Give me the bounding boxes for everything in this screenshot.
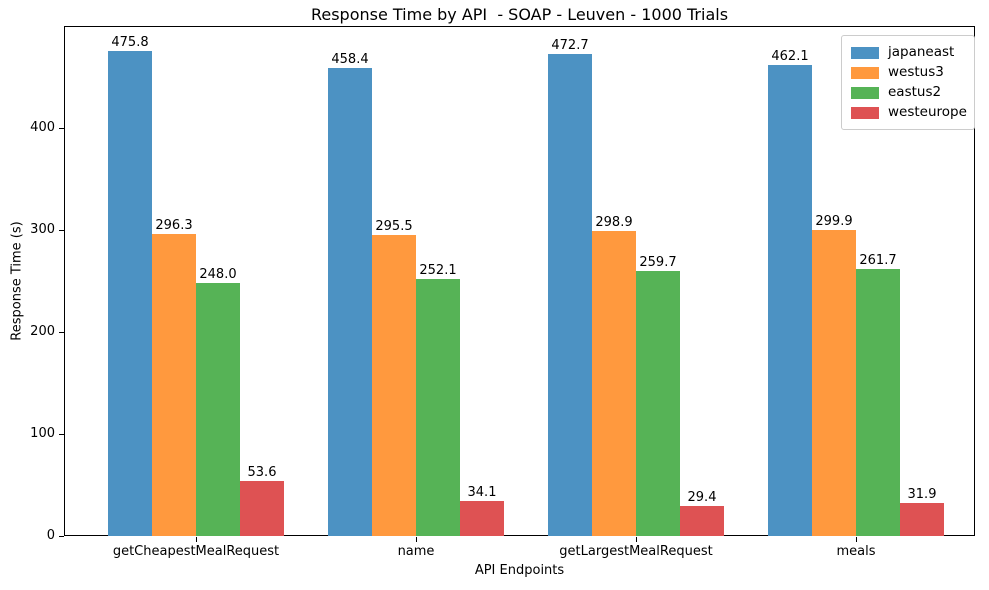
legend-swatch-icon [851,66,879,79]
bar-westus3 [372,234,416,536]
bar-westus3 [152,233,196,536]
bar-westus3 [812,230,856,536]
legend-label: japaneast [888,44,955,60]
legend-item-japaneast: japaneast [851,43,965,62]
y-tick-mark [59,433,64,435]
bar-value-label: 259.7 [639,255,677,271]
bar-value-label: 295.5 [375,218,413,234]
legend-item-westeurope: westeurope [851,103,967,122]
x-tick-mark [636,537,637,542]
bar-japaneast [768,64,812,536]
bar-japaneast [328,68,372,536]
bar-value-label: 472.7 [551,37,589,53]
bar-value-label: 53.6 [247,465,277,481]
legend: japaneast westus3 eastus2 westeurope [841,35,975,130]
bar-value-label: 34.1 [467,485,497,501]
bar-westeurope [240,481,284,536]
legend-item-eastus2: eastus2 [851,83,965,102]
x-tick-label: getLargestMealRequest [559,544,713,559]
bar-value-label: 475.8 [111,34,149,50]
y-tick-mark [59,127,64,129]
bar-value-label: 462.1 [771,48,809,64]
bar-value-label: 299.9 [815,214,853,230]
x-tick-mark [416,537,417,542]
y-tick-label: 300 [30,222,55,237]
legend-swatch-icon [851,106,879,119]
x-tick-mark [196,537,197,542]
y-tick-mark [59,229,64,231]
legend-label: eastus2 [888,84,942,100]
bar-eastus2 [416,278,460,536]
y-tick-label: 0 [46,528,55,543]
bar-value-label: 296.3 [155,217,193,233]
chart-title: Response Time by API - SOAP - Leuven - 1… [310,5,729,24]
bar-value-label: 29.4 [687,490,717,505]
bar-japaneast [548,53,592,536]
bar-value-label: 248.0 [199,267,237,283]
legend-item-westus3: westus3 [851,63,965,82]
bar-westeurope [680,506,724,536]
y-tick-label: 200 [30,324,55,339]
bar-value-label: 252.1 [419,262,457,278]
x-tick-mark [856,537,857,542]
bar-value-label: 31.9 [907,487,937,503]
bar-westus3 [592,231,636,536]
x-tick-label: name [397,544,435,559]
x-axis-label: API Endpoints [474,563,565,578]
legend-label: westus3 [888,64,944,80]
x-tick-label: meals [836,544,876,559]
bar-value-label: 261.7 [859,253,897,269]
legend-swatch-icon [851,86,879,99]
bar-westeurope [460,501,504,536]
y-tick-mark [59,535,64,537]
y-tick-label: 400 [30,120,55,135]
legend-label: westeurope [888,104,967,120]
bar-eastus2 [636,271,680,536]
bar-value-label: 298.9 [595,215,633,231]
bar-value-label: 458.4 [331,52,369,68]
bar-eastus2 [856,269,900,536]
legend-swatch-icon [851,46,879,59]
bar-westeurope [900,503,944,536]
y-tick-label: 100 [30,426,55,441]
bar-japaneast [108,50,152,536]
x-tick-label: getCheapestMealRequest [112,544,280,559]
y-tick-mark [59,331,64,333]
bar-eastus2 [196,283,240,536]
y-axis-label: Response Time (s) [9,221,25,341]
